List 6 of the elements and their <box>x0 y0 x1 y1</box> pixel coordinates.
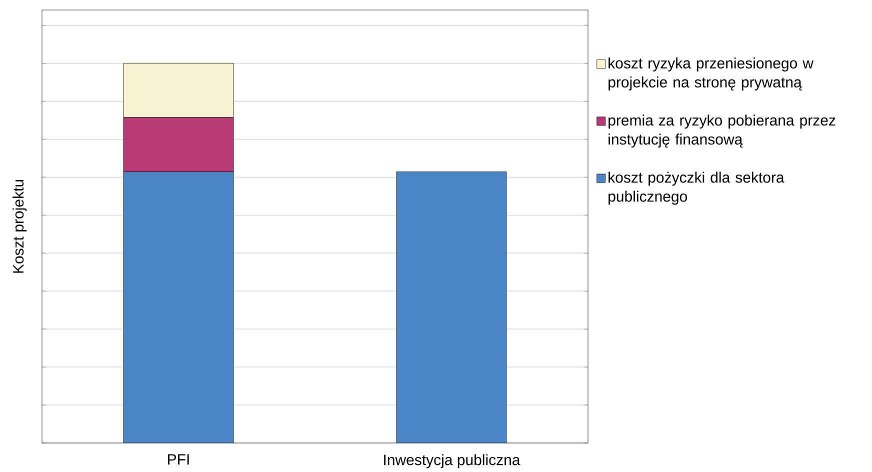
x-tick-label: PFI <box>168 454 189 465</box>
x-tick-label: Inwestycja publiczna <box>384 454 520 468</box>
legend-label: koszt pożyczki dla sektora publicznego <box>608 172 784 205</box>
y-axis-title: Koszt projektu <box>12 180 27 273</box>
legend-label: premia za ryzyko pobierana przez instytucję finansową <box>608 114 836 148</box>
legend-label: koszt ryzyka przeniesionego w projekcie na stronę prywatną <box>608 58 814 90</box>
